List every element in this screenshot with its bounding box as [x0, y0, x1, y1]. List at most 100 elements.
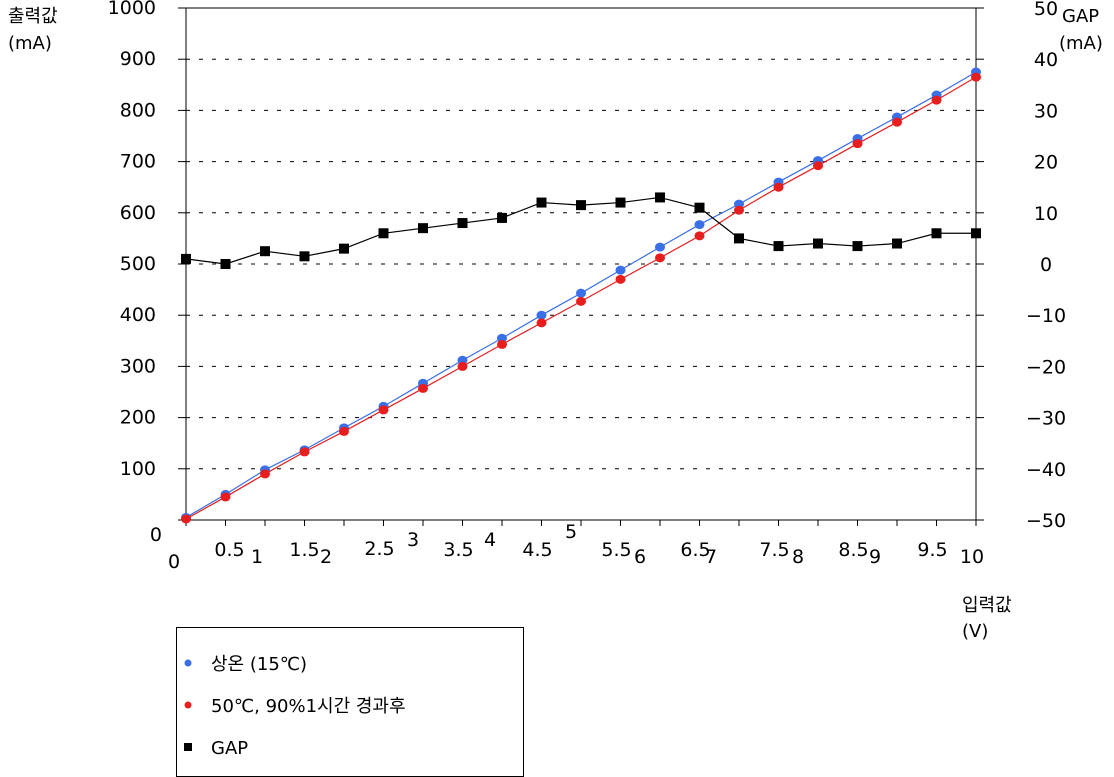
humidity-point	[655, 253, 665, 263]
x-tick-label: 5	[565, 521, 577, 543]
gap-point	[694, 202, 705, 213]
x-tick-label: 4	[484, 529, 496, 551]
gap-point	[852, 241, 863, 252]
gap-point	[773, 241, 784, 252]
x-tick-label: 1.5	[289, 539, 319, 561]
right-tick-label: −50	[1026, 510, 1066, 532]
room-temp-point	[576, 288, 586, 298]
right-axis-ticks: −50 −40 −30 −20 −10 0 10 20 30 40 50	[976, 0, 1066, 532]
x-tick-label: 3	[407, 529, 419, 551]
gap-point	[378, 228, 389, 239]
right-tick-label: 30	[1034, 100, 1058, 122]
humidity-point	[694, 231, 705, 241]
gap-point	[813, 238, 823, 249]
gap-point	[260, 246, 270, 257]
x-tick-label: 9	[869, 546, 881, 568]
left-tick-label: 500	[120, 253, 156, 275]
series-layer	[181, 67, 981, 524]
x-tick-label: 7	[705, 546, 717, 568]
x-tick-label: 9.5	[917, 539, 947, 561]
gap-point	[536, 197, 547, 208]
humidity-point	[813, 161, 823, 171]
left-tick-label: 700	[120, 151, 156, 173]
legend-item-humidity: 50℃, 90%1시간 경과후	[184, 696, 406, 718]
humidity-point	[378, 405, 389, 415]
gap-point	[497, 212, 507, 223]
left-tick-label: 600	[120, 202, 156, 224]
x-tick-label: 0	[168, 551, 180, 573]
right-tick-label: −40	[1026, 459, 1066, 481]
gap-point	[418, 223, 428, 234]
humidity-point	[299, 447, 310, 457]
humidity-point	[220, 492, 231, 502]
humidity-point	[734, 205, 744, 215]
right-tick-label: 20	[1034, 152, 1058, 174]
left-axis-title-line2: (mA)	[8, 33, 52, 54]
x-tick-label: 1	[251, 546, 263, 568]
humidity-point	[536, 318, 547, 328]
room-temp-point	[694, 220, 705, 230]
red-dot-icon	[184, 701, 192, 709]
right-axis-title-line1: GAP	[1062, 6, 1099, 27]
left-tick-label: 300	[120, 355, 156, 377]
gap-point	[576, 200, 586, 211]
humidity-point	[852, 139, 863, 149]
legend-label-humidity: 50℃, 90%1시간 경과후	[211, 696, 406, 717]
right-tick-label: −20	[1026, 356, 1066, 378]
legend-item-room-temp: 상온 (15℃)	[184, 654, 307, 676]
x-tick-label: 7.5	[759, 539, 789, 561]
legend-item-gap: GAP	[184, 738, 249, 760]
gap-point	[734, 233, 744, 244]
gap-point	[892, 238, 902, 249]
gap-point	[181, 253, 191, 264]
right-tick-label: −10	[1026, 305, 1066, 327]
x-tick-label: 0.5	[214, 539, 244, 561]
gap-point	[931, 228, 942, 239]
x-tick-label: 2.5	[364, 538, 394, 560]
left-tick-label: 1000	[108, 0, 156, 19]
x-tick-label: 8.5	[838, 539, 868, 561]
left-tick-label: 900	[120, 48, 156, 70]
left-tick-label: 0	[150, 524, 162, 546]
left-axis-ticks: 0 100 200 300 400 500 600 700 800 900 1000	[108, 0, 186, 546]
gridlines	[186, 58, 976, 470]
x-axis-title-line2: (V)	[962, 621, 988, 642]
humidity-point	[418, 383, 428, 393]
left-tick-label: 400	[120, 304, 156, 326]
humidity-point	[497, 339, 507, 349]
humidity-point	[457, 361, 468, 371]
gap-point	[220, 259, 231, 269]
room-temp-point	[536, 310, 547, 320]
humidity-point	[260, 469, 270, 479]
humidity-point	[773, 182, 784, 192]
blue-dot-icon	[184, 659, 192, 667]
left-tick-label: 800	[120, 99, 156, 121]
left-tick-label: 100	[120, 458, 156, 480]
humidity-point	[931, 95, 942, 105]
right-tick-label: −30	[1026, 408, 1066, 430]
gap-point	[615, 197, 626, 208]
right-tick-label: 50	[1034, 0, 1058, 20]
x-tick-label: 8	[792, 546, 804, 568]
left-axis-title-line1: 출력값	[8, 6, 58, 27]
x-tick-label: 6	[634, 546, 646, 568]
humidity-point	[615, 274, 626, 284]
x-tick-label: 2	[320, 546, 332, 568]
x-tick-label: 6.5	[680, 539, 710, 561]
x-tick-label: 10	[960, 546, 984, 568]
humidity-point	[576, 296, 586, 306]
legend: 상온 (15℃) 50℃, 90%1시간 경과후 GAP	[176, 627, 524, 777]
humidity-point	[339, 426, 349, 436]
x-tick-label: 3.5	[443, 539, 473, 561]
x-tick-label: 4.5	[522, 539, 552, 561]
x-tick-label: 5.5	[601, 539, 631, 561]
room-temp-point	[655, 242, 665, 252]
gap-point	[971, 228, 981, 239]
humidity-point	[892, 117, 902, 127]
gap-point	[339, 243, 349, 254]
right-tick-label: 10	[1034, 203, 1058, 225]
gap-point	[457, 218, 468, 229]
legend-label-gap: GAP	[211, 738, 249, 759]
right-axis-title-line2: (mA)	[1059, 33, 1103, 54]
